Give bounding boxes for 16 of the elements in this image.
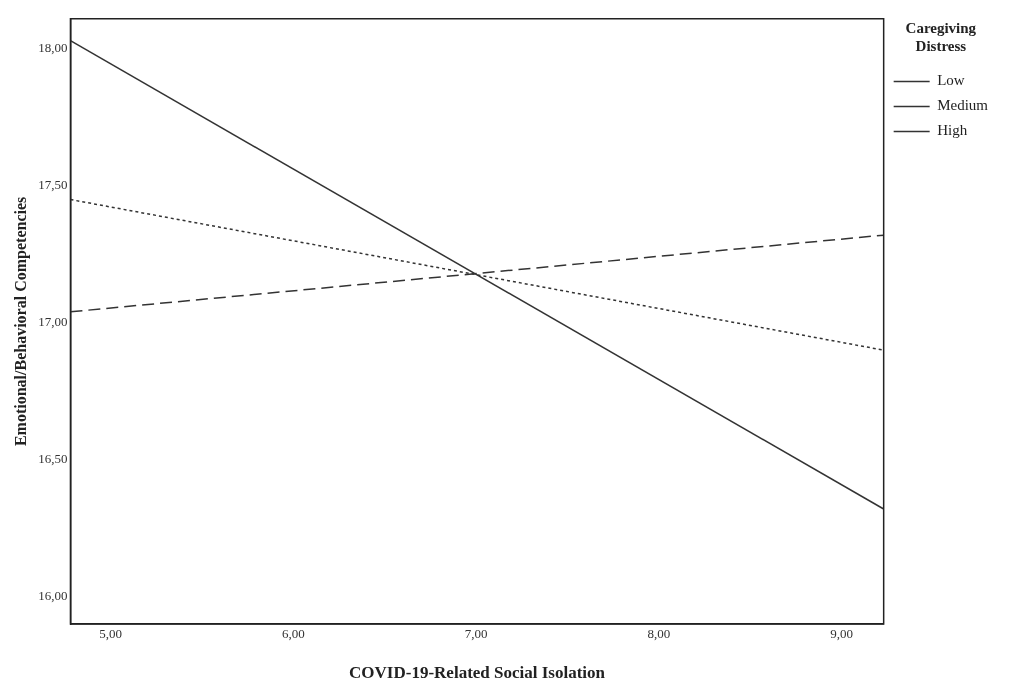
legend-label: Low <box>937 72 965 89</box>
y-tick-label: 17,50 <box>38 177 68 193</box>
legend-title: Caregiving Distress <box>905 20 977 55</box>
legend-label: High <box>937 122 968 139</box>
x-tick-label: 6,00 <box>282 626 305 642</box>
y-axis-title: Emotional/Behavioral Competencies <box>11 196 30 447</box>
y-tick-label: 16,50 <box>38 451 68 467</box>
legend-label: Medium <box>937 97 989 114</box>
x-tick-label: 5,00 <box>99 626 123 642</box>
y-tick-label: 16,00 <box>38 588 68 604</box>
y-tick-label: 17,00 <box>38 314 68 330</box>
x-tick-label: 8,00 <box>647 626 671 642</box>
x-tick-label: 9,00 <box>830 626 854 642</box>
x-tick-label: 7,00 <box>464 626 488 642</box>
x-axis-title: COVID-19-Related Social Isolation <box>349 663 606 683</box>
y-tick-label: 18,00 <box>38 40 68 56</box>
